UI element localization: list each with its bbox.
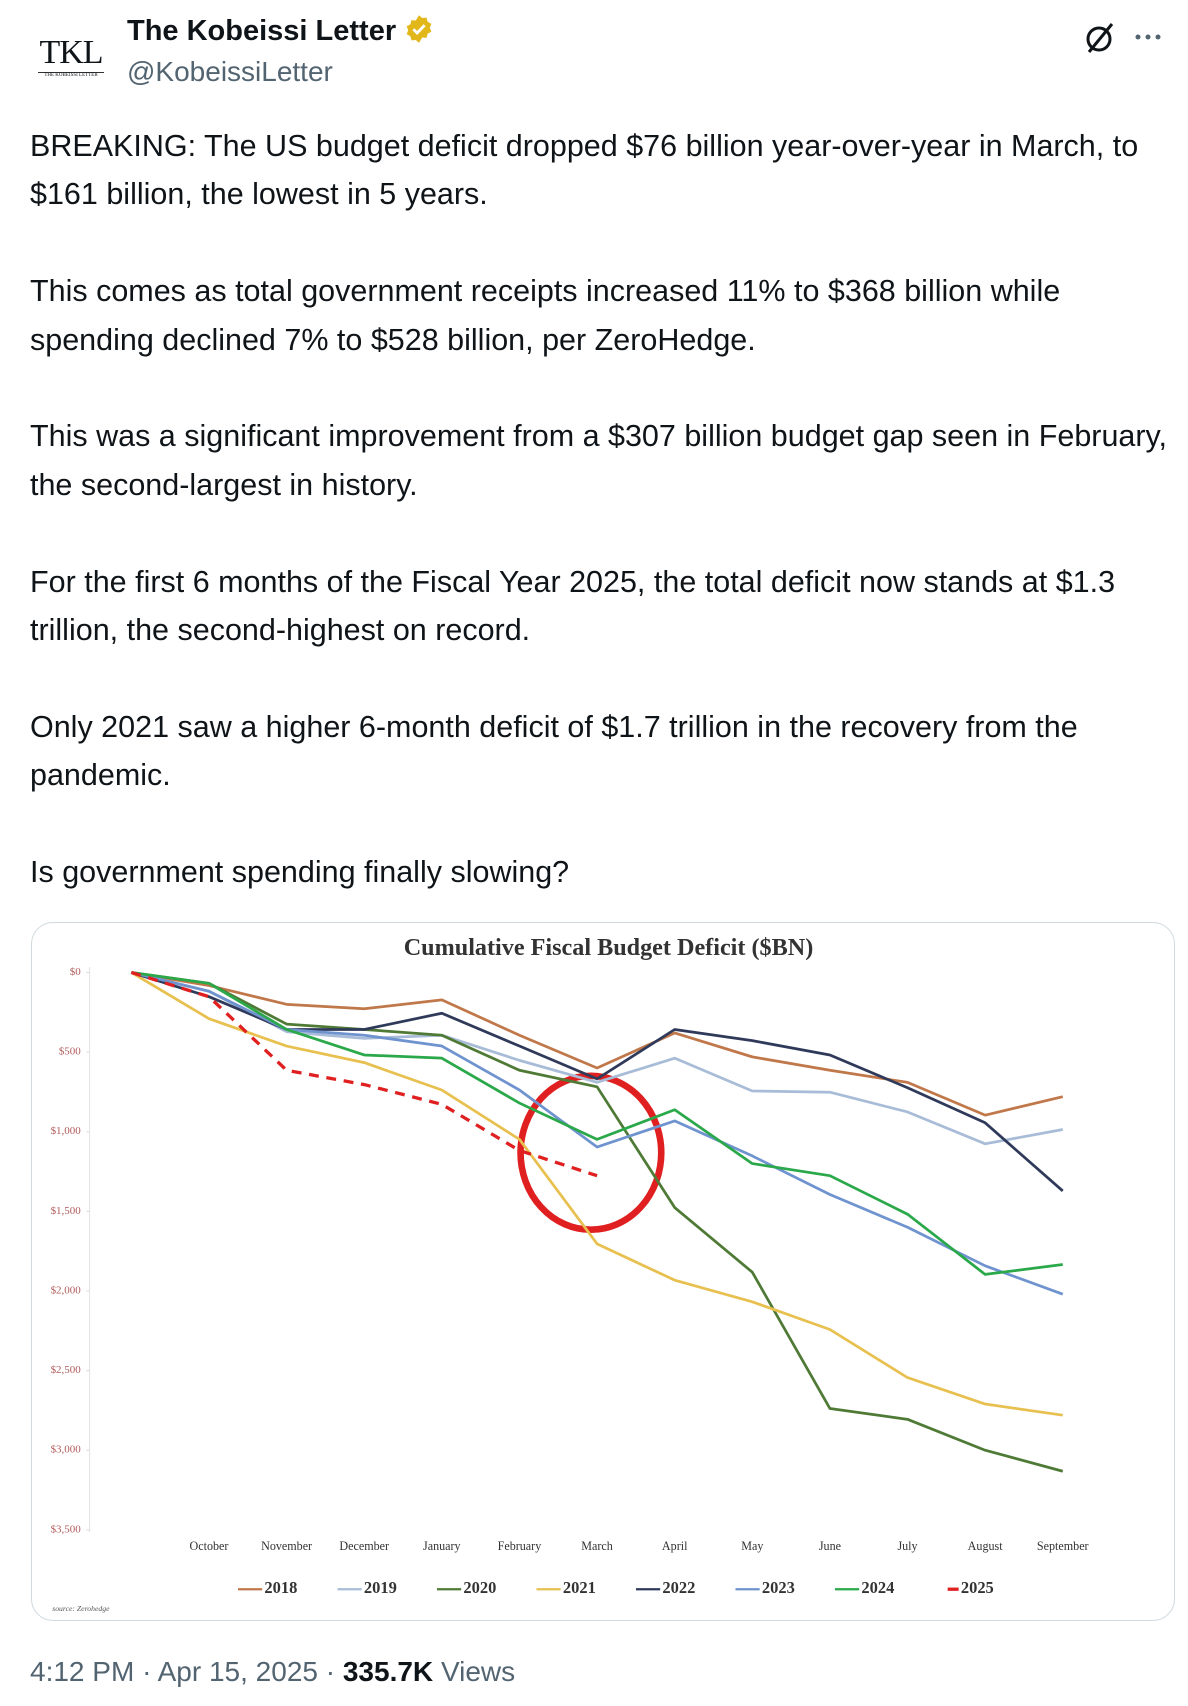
y-tick-label: $0 <box>70 966 81 978</box>
legend-label: 2019 <box>364 1578 397 1597</box>
legend-label: 2020 <box>463 1578 496 1597</box>
legend-label: 2022 <box>662 1578 695 1597</box>
series-line <box>131 971 1064 1117</box>
y-tick-label: $1,000 <box>51 1125 82 1137</box>
paragraph: BREAKING: The US budget deficit dropped … <box>30 129 1139 212</box>
paragraph: Is government spending finally slowing? <box>30 855 570 890</box>
date[interactable]: Apr 15, 2025 <box>157 1656 318 1687</box>
source: source: Zerohedge <box>52 1604 110 1613</box>
y-tick-label: $500 <box>59 1046 81 1058</box>
separator: · <box>142 1656 152 1687</box>
legend-label: 2021 <box>563 1578 596 1597</box>
legend-label: 2024 <box>861 1578 894 1597</box>
media-card[interactable]: Cumulative Fiscal Budget Deficit ($BN) s… <box>31 922 1175 1621</box>
timestamp: 4:12 PM · Apr 15, 2025 · 335.7K Views <box>30 1656 515 1688</box>
paragraph: Only 2021 saw a higher 6-month deficit o… <box>30 709 1078 793</box>
handle[interactable]: @KobeissiLetter <box>127 56 333 87</box>
paragraph: This was a significant improvement from … <box>30 419 1168 502</box>
name-text: The Kobeissi Letter <box>127 15 397 47</box>
x-tick-label: February <box>498 1539 542 1553</box>
series-line <box>130 971 1063 1417</box>
x-tick-label: October <box>190 1539 229 1553</box>
avatar[interactable]: TKL THE KOBEISSI LETTER <box>30 16 112 98</box>
y-tick-label: $3,500 <box>51 1523 82 1535</box>
paragraph: This comes as total government receipts … <box>30 274 1061 357</box>
series-line <box>131 971 1064 1146</box>
y-tick-label: $2,000 <box>51 1284 82 1296</box>
legend-label: 2023 <box>762 1578 795 1597</box>
time[interactable]: 4:12 PM <box>30 1656 135 1687</box>
more-icon[interactable] <box>1130 22 1170 52</box>
avatar-subtext: THE KOBEISSI LETTER <box>38 72 104 78</box>
x-tick-label: May <box>741 1539 763 1553</box>
display-name[interactable]: The Kobeissi Letter <box>127 14 434 48</box>
views-label: Views <box>440 1656 516 1687</box>
paragraph: For the first 6 months of the Fiscal Yea… <box>30 564 1116 648</box>
x-tick-label: April <box>662 1539 688 1553</box>
legend-label: 2018 <box>264 1578 297 1597</box>
x-tick-label: August <box>968 1539 1004 1553</box>
y-tick-label: $3,000 <box>51 1444 82 1456</box>
x-tick-label: November <box>261 1539 312 1553</box>
x-tick-label: June <box>819 1539 841 1553</box>
chart: Cumulative Fiscal Budget Deficit ($BN) s… <box>51 934 1089 1613</box>
series-line <box>130 970 598 1178</box>
x-tick-label: December <box>339 1539 389 1553</box>
x-tick-label: September <box>1037 1539 1089 1553</box>
x-tick-label: March <box>581 1539 613 1553</box>
separator: · <box>325 1656 336 1687</box>
grok-icon[interactable] <box>1080 18 1120 58</box>
chart-title: Cumulative Fiscal Budget Deficit ($BN) <box>404 934 814 961</box>
legend-label: 2025 <box>961 1578 994 1597</box>
tweet-text: BREAKING: The US budget deficit dropped … <box>30 122 1170 945</box>
series-line <box>131 971 1064 1473</box>
x-tick-label: July <box>897 1539 917 1553</box>
y-tick-label: $2,500 <box>51 1364 82 1376</box>
y-tick-label: $1,500 <box>51 1205 82 1217</box>
verified-badge <box>406 15 432 43</box>
series-line <box>131 971 1063 1276</box>
views-count: 335.7K <box>342 1656 434 1687</box>
x-tick-label: January <box>423 1539 461 1553</box>
avatar-text: TKL <box>39 34 103 71</box>
